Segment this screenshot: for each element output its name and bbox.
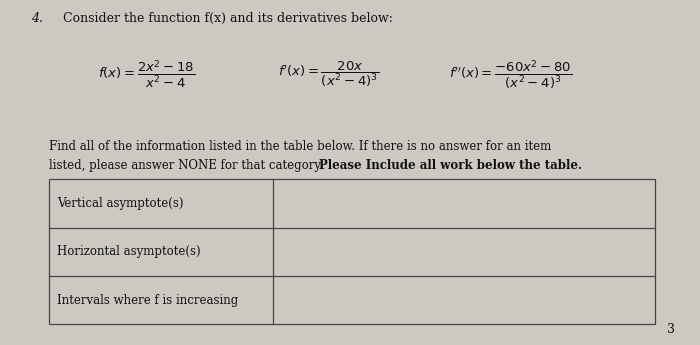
Text: Horizontal asymptote(s): Horizontal asymptote(s) (57, 245, 201, 258)
Text: 4.: 4. (32, 12, 43, 25)
Text: Please Include all work below the table.: Please Include all work below the table. (319, 159, 582, 172)
Text: Vertical asymptote(s): Vertical asymptote(s) (57, 197, 184, 210)
Text: $f(x)=\dfrac{2x^2-18}{x^2-4}$: $f(x)=\dfrac{2x^2-18}{x^2-4}$ (98, 58, 196, 90)
Text: Intervals where f is increasing: Intervals where f is increasing (57, 294, 239, 307)
Text: listed, please answer NONE for that category.: listed, please answer NONE for that cate… (49, 159, 327, 172)
Text: Find all of the information listed in the table below. If there is no answer for: Find all of the information listed in th… (49, 140, 552, 153)
Text: 3: 3 (668, 323, 676, 336)
Text: $f''(x)=\dfrac{-60x^2-80}{\left(x^2-4\right)^3}$: $f''(x)=\dfrac{-60x^2-80}{\left(x^2-4\ri… (449, 58, 573, 91)
Text: Consider the function f(x) and its derivatives below:: Consider the function f(x) and its deriv… (63, 12, 393, 25)
Bar (49, 179, 654, 324)
Text: $f'(x)=\dfrac{20x}{\left(x^2-4\right)^3}$: $f'(x)=\dfrac{20x}{\left(x^2-4\right)^3}… (279, 60, 379, 89)
